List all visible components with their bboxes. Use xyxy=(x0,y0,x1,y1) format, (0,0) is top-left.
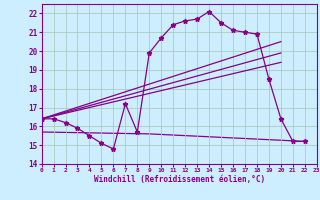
X-axis label: Windchill (Refroidissement éolien,°C): Windchill (Refroidissement éolien,°C) xyxy=(94,175,265,184)
